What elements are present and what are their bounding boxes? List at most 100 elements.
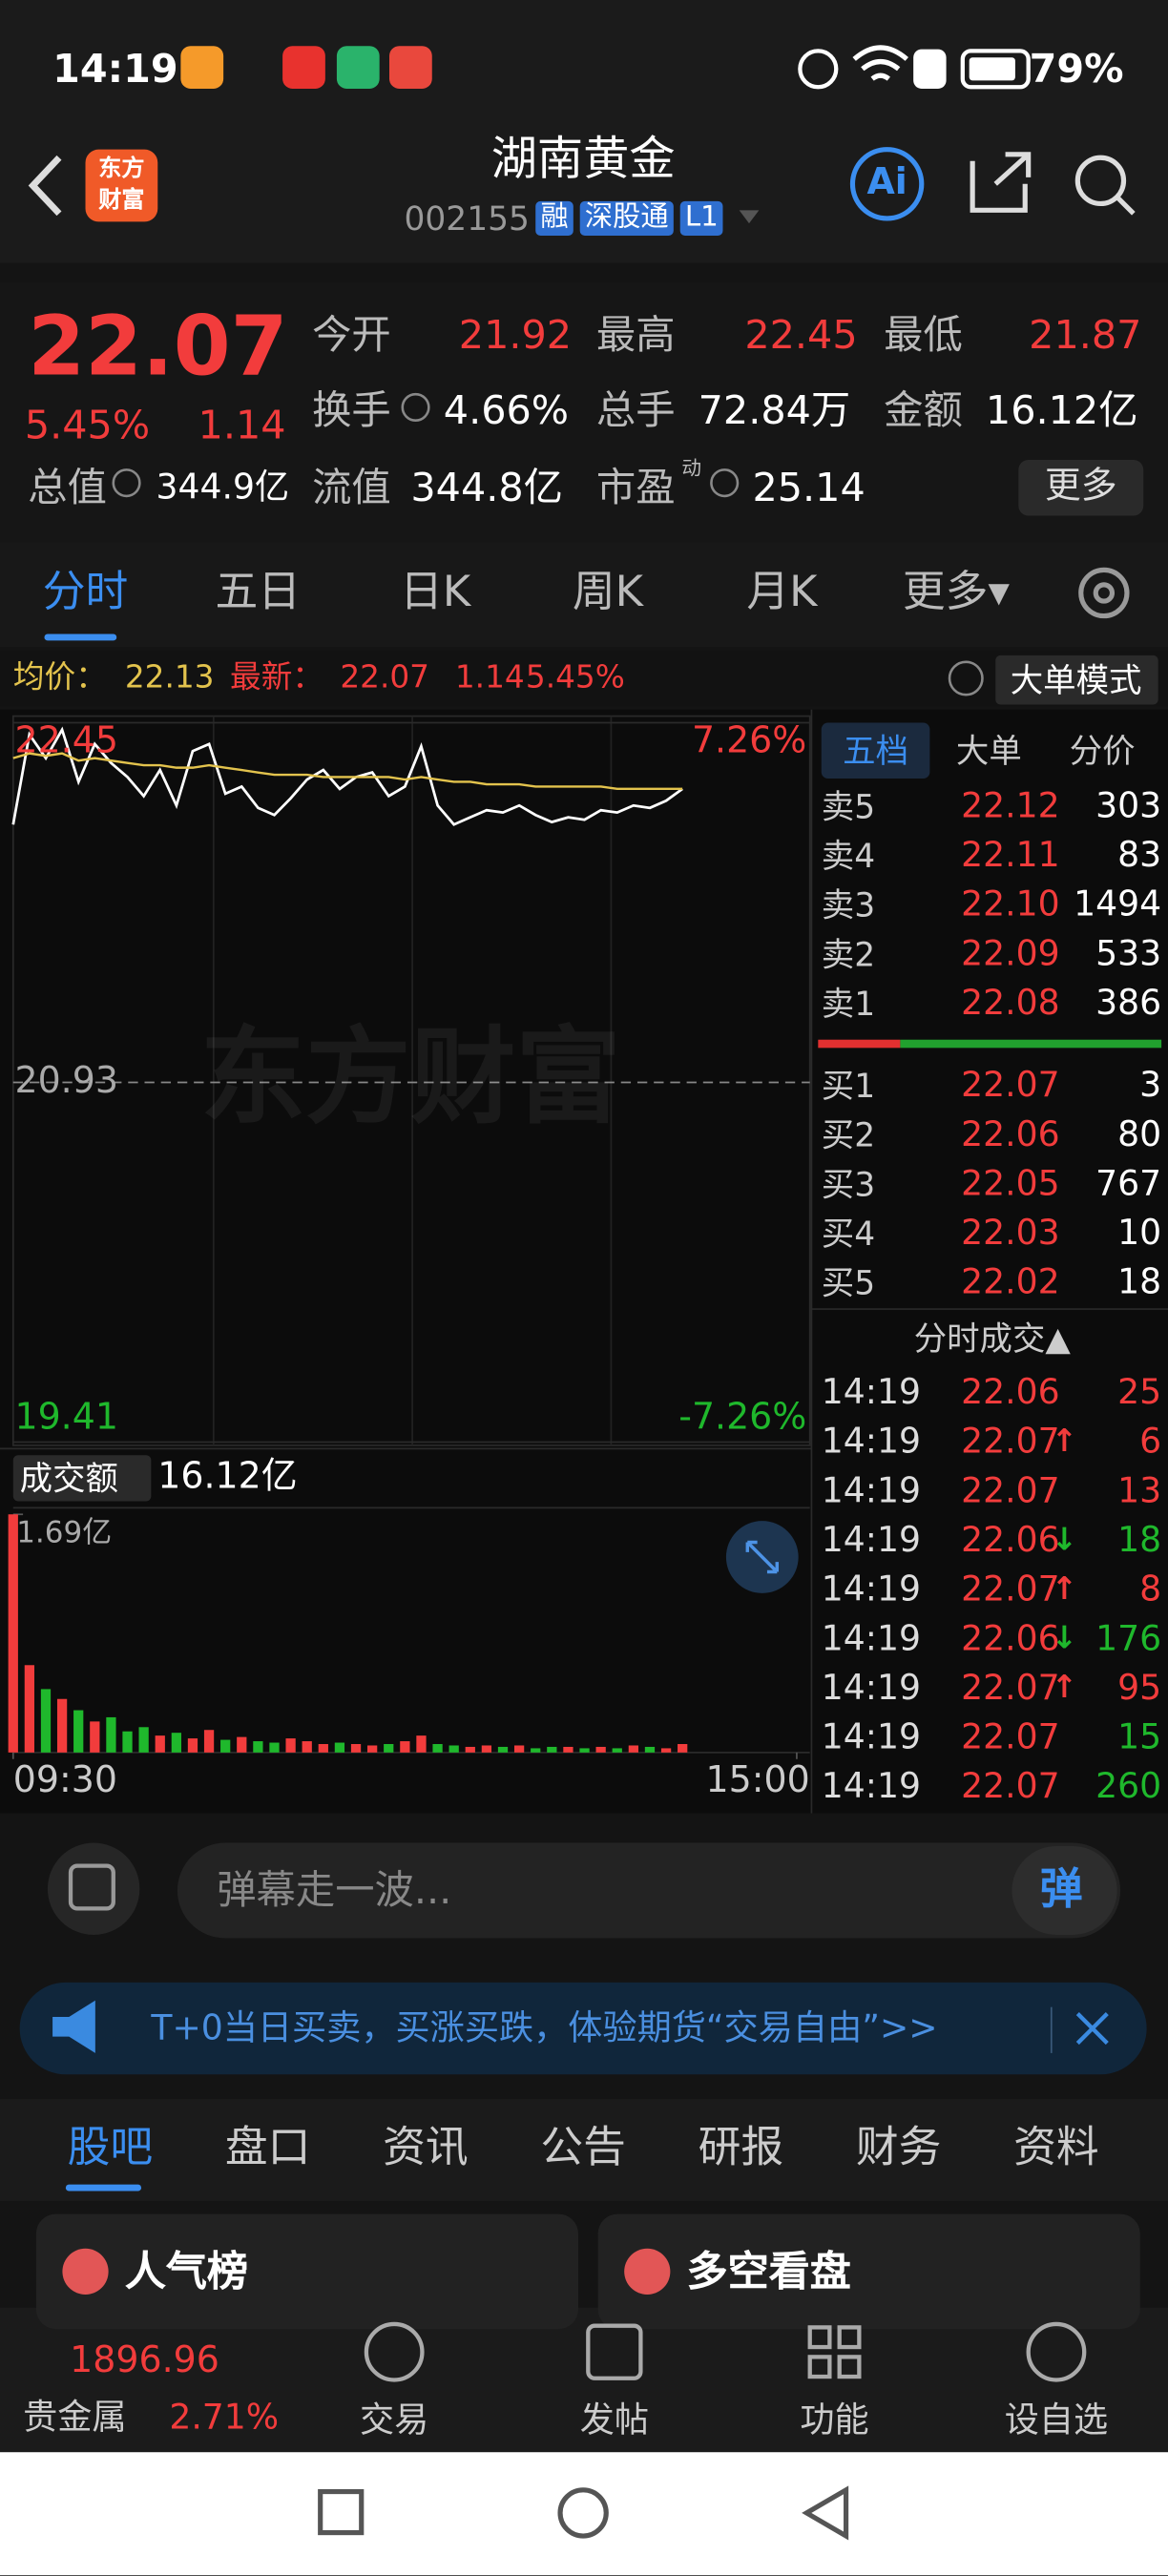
trade-price: 22.07 [961, 1668, 1060, 1708]
avg-label: 均价： [12, 659, 107, 696]
trade-volume: 13 [1117, 1470, 1162, 1510]
banner-text[interactable]: T+0当日买卖，买涨买跌，体验期货“交易自由”>> [151, 2007, 938, 2047]
tab[interactable]: 五日 [215, 568, 302, 618]
trade-arrow: ↓ [1051, 1521, 1078, 1558]
volume-bar [269, 1742, 280, 1753]
status-icons [180, 45, 1031, 90]
tab-indicator [44, 634, 117, 641]
volume-bar [595, 1746, 606, 1753]
settings-icon[interactable] [1078, 567, 1130, 619]
mode-button[interactable]: 大单模式 [1010, 660, 1142, 700]
nav-item[interactable]: 交易 [360, 2400, 429, 2441]
watermark: 东方财富 [200, 1018, 621, 1140]
volume-bar [90, 1721, 100, 1753]
orderbook-tab[interactable]: 五档 [843, 731, 909, 771]
index-value[interactable]: 1896.96 [70, 2340, 219, 2382]
book-label: 买3 [821, 1164, 876, 1204]
more-button[interactable]: 更多 [1044, 466, 1117, 508]
more-button-bg[interactable] [1018, 460, 1144, 516]
tab[interactable]: 月K [746, 568, 818, 618]
card-bg[interactable] [35, 2213, 578, 2330]
logo-text: 东方 [98, 156, 145, 183]
badge: L1 [679, 200, 723, 237]
section-tab-indicator [65, 2184, 142, 2192]
badge: 融 [535, 200, 574, 237]
tab[interactable]: 周K [572, 568, 644, 618]
danmaku-button[interactable]: 弹 [1039, 1865, 1083, 1916]
back-button[interactable] [28, 155, 62, 217]
danmaku-icon[interactable] [47, 1842, 140, 1935]
trades-title: 分时成交▲ [913, 1319, 1071, 1359]
volume-bar [547, 1746, 557, 1753]
trade-volume: 6 [1139, 1421, 1162, 1462]
section-tab[interactable]: 资料 [1013, 2123, 1099, 2173]
volume-bar [367, 1745, 378, 1753]
ai-button[interactable]: Ai [866, 162, 907, 204]
book-price: 22.06 [961, 1114, 1060, 1154]
nav-item[interactable]: 设自选 [1004, 2400, 1109, 2441]
banner-close[interactable] [1075, 2012, 1109, 2046]
mode-button-bg[interactable] [995, 654, 1158, 705]
volume-bar [644, 1746, 656, 1753]
section-tab[interactable]: 财务 [855, 2123, 942, 2173]
danmaku-button-bg[interactable] [1012, 1845, 1117, 1935]
orderbook-tab[interactable]: 大单 [955, 731, 1022, 771]
change: 1.14 [198, 402, 286, 448]
danmaku-placeholder[interactable]: 弹幕走一波... [217, 1867, 452, 1914]
stat-label: 总值 [28, 465, 107, 511]
book-price: 22.09 [961, 933, 1060, 974]
book-label: 卖4 [821, 836, 876, 876]
trade-volume: 176 [1095, 1618, 1162, 1658]
volume-bar [350, 1743, 362, 1753]
nav-item[interactable]: 发帖 [579, 2400, 650, 2441]
section-tab[interactable]: 研报 [698, 2123, 784, 2173]
header-icons[interactable] [739, 147, 1136, 224]
stat-label: 最高 [595, 312, 676, 359]
section-tab[interactable]: 股吧 [67, 2123, 154, 2173]
tab[interactable]: 日K [400, 568, 471, 618]
nav-icons[interactable] [364, 2321, 1087, 2382]
volume-bar [56, 1698, 68, 1753]
trade-arrow: ↓ [1051, 1620, 1078, 1657]
section-tab[interactable]: 公告 [540, 2123, 626, 2173]
stat-label: 流值 [312, 465, 391, 511]
trade-time: 14:19 [821, 1766, 921, 1806]
stat-value: 21.92 [458, 312, 573, 359]
volume-bar [203, 1730, 215, 1753]
card-bg[interactable] [597, 2213, 1140, 2330]
stat-label: 最低 [884, 312, 963, 359]
volume-selector[interactable] [12, 1455, 152, 1502]
trade-arrow: ↑ [1051, 1669, 1078, 1706]
volume-bar [579, 1748, 590, 1753]
x-tick-label: 15:00 [705, 1760, 810, 1802]
volume-bar [612, 1748, 622, 1753]
card-title[interactable]: 多空看盘 [686, 2247, 851, 2296]
expand-button[interactable] [725, 1521, 799, 1593]
volume-bar [122, 1731, 133, 1753]
book-label: 卖1 [821, 984, 876, 1024]
y-tick-label: 19.41 [14, 1398, 118, 1440]
book-label: 卖2 [821, 934, 876, 974]
volume-bar [8, 1514, 18, 1753]
system-nav[interactable] [318, 2485, 849, 2541]
info-icons[interactable] [112, 392, 984, 696]
tab[interactable]: 分时 [42, 568, 129, 618]
tab[interactable]: 更多▾ [902, 568, 1010, 618]
volume-bar [24, 1665, 35, 1753]
orderbook-tab[interactable]: 分价 [1069, 731, 1136, 771]
book-label: 买4 [821, 1214, 876, 1254]
bid-ratio [900, 1039, 1162, 1049]
trade-arrow: ↑ [1051, 1423, 1078, 1460]
trade-volume: 8 [1139, 1568, 1162, 1610]
volume-bar [187, 1738, 198, 1753]
volume-label[interactable]: 成交额 [19, 1458, 118, 1499]
section-tab[interactable]: 资讯 [383, 2123, 469, 2173]
latest-pct: 5.45% [525, 659, 625, 696]
section-tab[interactable]: 盘口 [224, 2123, 311, 2173]
banner-bg[interactable] [19, 1982, 1147, 2075]
nav-item[interactable]: 功能 [800, 2400, 869, 2441]
book-price: 22.11 [961, 835, 1060, 875]
danmaku-input[interactable] [177, 1842, 1121, 1939]
card-title[interactable]: 人气榜 [124, 2247, 248, 2296]
book-label: 卖3 [821, 884, 876, 925]
